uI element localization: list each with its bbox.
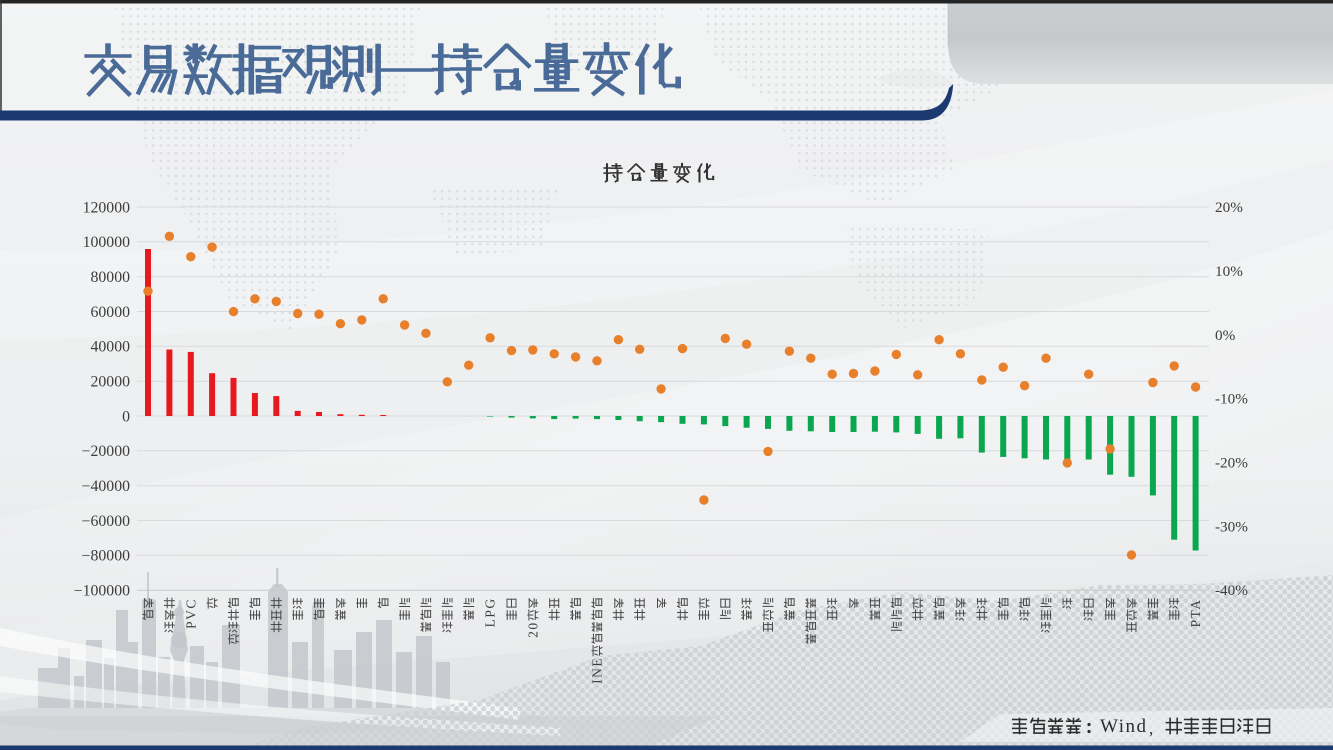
- svg-text:LPG: LPG: [483, 597, 498, 627]
- svg-text:60000: 60000: [91, 304, 131, 321]
- svg-text:0%: 0%: [1215, 327, 1236, 344]
- svg-text:0: 0: [122, 408, 130, 425]
- svg-text:−60000: −60000: [82, 513, 131, 530]
- svg-text:100000: 100000: [83, 234, 130, 251]
- svg-text:120000: 120000: [83, 199, 130, 216]
- svg-text:-40%: -40%: [1215, 582, 1248, 599]
- svg-text:−100000: −100000: [74, 583, 130, 600]
- svg-text:20%: 20%: [1215, 199, 1243, 216]
- svg-text:40000: 40000: [91, 339, 131, 356]
- svg-text:INE: INE: [590, 657, 605, 684]
- svg-text:−80000: −80000: [82, 548, 131, 565]
- svg-text:PVC: PVC: [183, 598, 198, 629]
- svg-text:−40000: −40000: [82, 478, 131, 495]
- svg-text:-30%: -30%: [1215, 518, 1248, 535]
- svg-text:-10%: -10%: [1215, 391, 1248, 408]
- svg-text:Wind: Wind: [1100, 716, 1147, 737]
- svg-text:80000: 80000: [91, 269, 131, 286]
- svg-text:10%: 10%: [1215, 263, 1243, 280]
- svg-text:20000: 20000: [91, 374, 131, 391]
- svg-text:,: ,: [1149, 719, 1153, 738]
- svg-text:PTA: PTA: [1188, 598, 1203, 627]
- svg-text:-20%: -20%: [1215, 455, 1248, 472]
- svg-text:20: 20: [525, 621, 540, 638]
- svg-text:−20000: −20000: [82, 443, 131, 460]
